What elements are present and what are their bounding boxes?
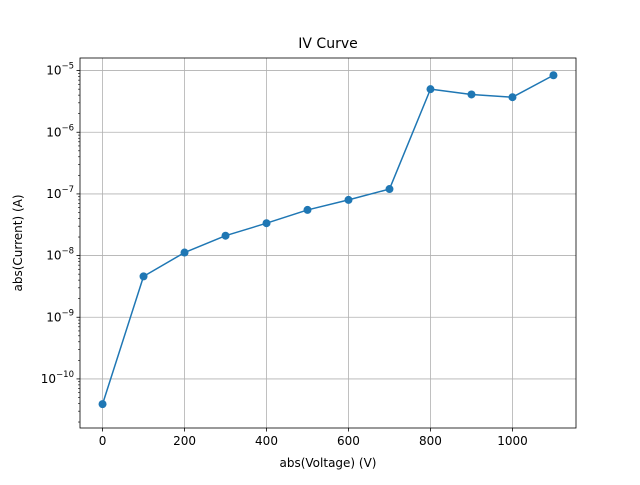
x-tick-label: 200	[173, 434, 196, 448]
data-point	[221, 231, 230, 240]
data-point	[98, 400, 107, 409]
y-tick-label: 10−8	[46, 247, 74, 263]
data-point	[303, 205, 312, 214]
x-tick-label: 800	[419, 434, 442, 448]
x-tick-label: 400	[255, 434, 278, 448]
chart-title: IV Curve	[298, 36, 357, 52]
x-tick-label: 600	[337, 434, 360, 448]
series-line	[101, 74, 554, 405]
data-point	[180, 248, 189, 257]
data-point	[508, 93, 517, 102]
x-axis-label: abs(Voltage) (V)	[280, 456, 377, 470]
data-point	[262, 219, 271, 228]
y-axis-label: abs(Current) (A)	[11, 194, 25, 291]
y-tick-label: 10−9	[46, 308, 74, 324]
data-point	[467, 90, 476, 99]
data-point	[549, 71, 558, 80]
y-tick-label: 10−5	[46, 62, 74, 78]
data-point	[385, 185, 394, 194]
y-tick-label: 10−6	[46, 123, 74, 139]
data-point	[426, 85, 435, 94]
y-tick-label: 10−7	[46, 185, 74, 201]
x-tick-label: 1000	[497, 434, 528, 448]
plot-frame	[79, 57, 577, 429]
data-point	[344, 195, 353, 204]
data-point	[139, 272, 148, 281]
x-tick-label: 0	[99, 434, 107, 448]
y-tick-label: 10−10	[41, 370, 74, 386]
